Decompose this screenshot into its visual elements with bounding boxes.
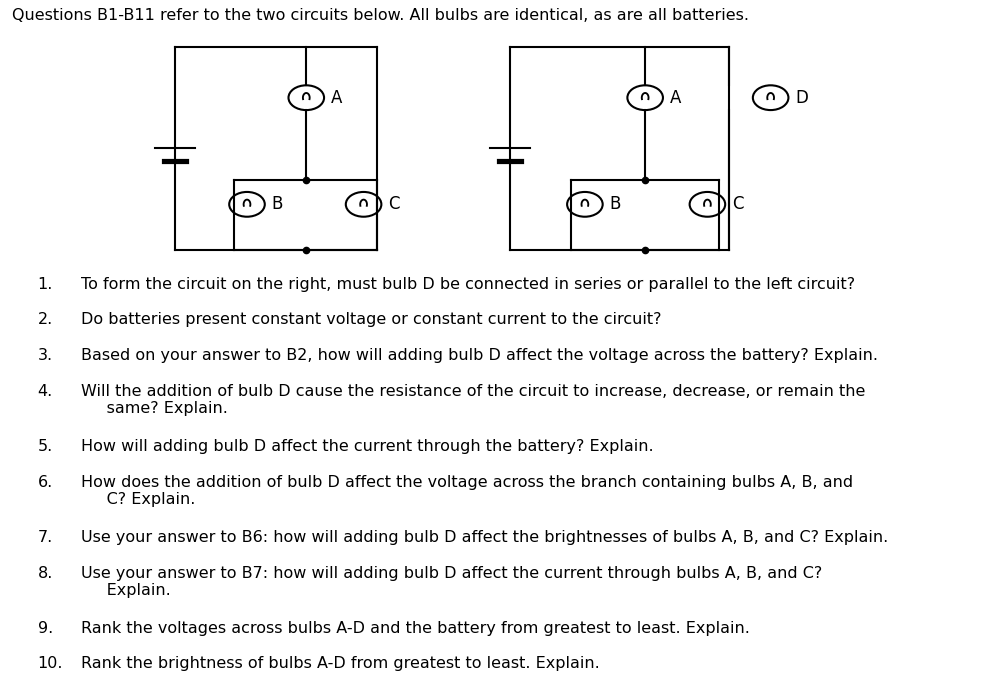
Text: 7.: 7.	[38, 530, 52, 545]
Text: B: B	[272, 195, 284, 213]
Text: How will adding bulb D affect the current through the battery? Explain.: How will adding bulb D affect the curren…	[81, 439, 654, 454]
Text: To form the circuit on the right, must bulb D be connected in series or parallel: To form the circuit on the right, must b…	[81, 277, 856, 292]
Text: Based on your answer to B2, how will adding bulb D affect the voltage across the: Based on your answer to B2, how will add…	[81, 348, 878, 363]
Text: Use your answer to B6: how will adding bulb D affect the brightnesses of bulbs A: Use your answer to B6: how will adding b…	[81, 530, 888, 545]
Text: Will the addition of bulb D cause the resistance of the circuit to increase, dec: Will the addition of bulb D cause the re…	[81, 384, 865, 416]
Text: 10.: 10.	[38, 656, 63, 671]
Text: B: B	[610, 195, 621, 213]
Text: 8.: 8.	[38, 566, 53, 581]
Text: C: C	[732, 195, 744, 213]
Text: Use your answer to B7: how will adding bulb D affect the current through bulbs A: Use your answer to B7: how will adding b…	[81, 566, 822, 598]
Text: D: D	[795, 89, 808, 107]
Text: 1.: 1.	[38, 277, 53, 292]
Text: A: A	[331, 89, 343, 107]
Text: 4.: 4.	[38, 384, 52, 399]
Text: Do batteries present constant voltage or constant current to the circuit?: Do batteries present constant voltage or…	[81, 312, 662, 327]
Text: 6.: 6.	[38, 475, 52, 490]
Text: Rank the voltages across bulbs A-D and the battery from greatest to least. Expla: Rank the voltages across bulbs A-D and t…	[81, 621, 750, 636]
Text: Questions B1-B11 refer to the two circuits below. All bulbs are identical, as ar: Questions B1-B11 refer to the two circui…	[12, 8, 749, 23]
Text: C: C	[388, 195, 400, 213]
Text: 5.: 5.	[38, 439, 52, 454]
Text: 2.: 2.	[38, 312, 52, 327]
Text: 3.: 3.	[38, 348, 52, 363]
Text: 9.: 9.	[38, 621, 52, 636]
Text: How does the addition of bulb D affect the voltage across the branch containing : How does the addition of bulb D affect t…	[81, 475, 854, 507]
Text: A: A	[670, 89, 682, 107]
Text: Rank the brightness of bulbs A-D from greatest to least. Explain.: Rank the brightness of bulbs A-D from gr…	[81, 656, 600, 671]
